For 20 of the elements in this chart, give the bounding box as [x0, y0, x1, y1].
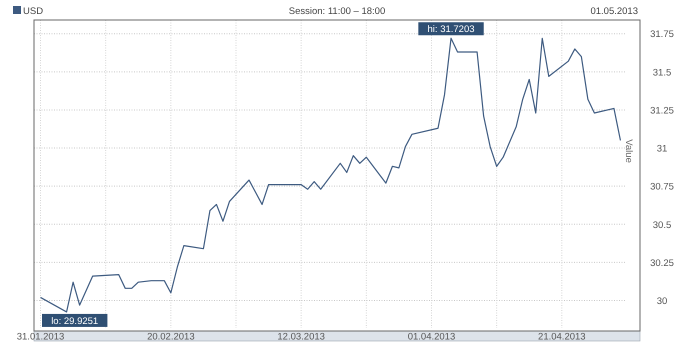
- annotation: hi: 31.7203: [428, 24, 475, 36]
- y-tick-label: 31: [656, 144, 668, 155]
- y-tick-label: 30.5: [652, 220, 672, 231]
- y-axis-title: Value: [623, 139, 634, 163]
- y-tick-label: 30.25: [650, 258, 674, 269]
- x-tick-label: 12.03.2013: [277, 332, 325, 342]
- x-tick-label: 31.01.2013: [16, 332, 64, 342]
- y-tick-label: 31.25: [650, 105, 674, 116]
- chart-title: Session: 11:00 – 18:00: [288, 6, 386, 17]
- line-series: [40, 38, 622, 313]
- y-tick-label: 30: [656, 296, 668, 308]
- x-tick-label: 21.04.2013: [538, 332, 586, 342]
- legend-label: USD: [23, 6, 44, 17]
- y-tick-label: 31.75: [650, 29, 674, 40]
- annotation: lo: 29.9251: [51, 316, 98, 327]
- chart-subtitle: 01.05.2013: [590, 6, 638, 17]
- x-tick-label: 01.04.2013: [408, 332, 456, 342]
- y-tick-label: 31.5: [652, 67, 672, 78]
- y-tick-label: 30.75: [650, 182, 674, 193]
- x-tick-label: 20.02.2013: [147, 332, 195, 342]
